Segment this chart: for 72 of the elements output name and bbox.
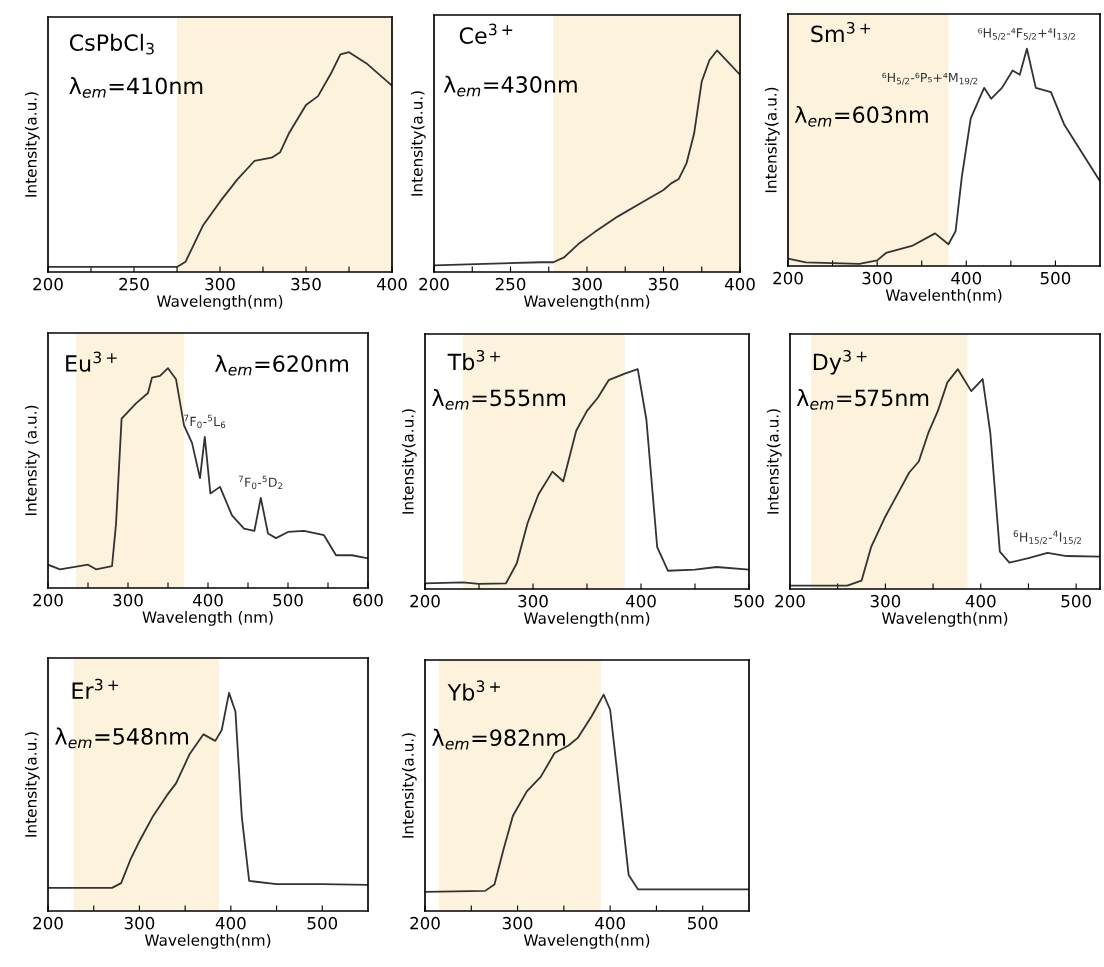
text: λ$_{em}$=982nm: [432, 728, 566, 750]
chart-title: Ce$^{3+}$: [459, 23, 513, 44]
x-axis-title: Wavelength(nm): [523, 934, 650, 949]
y-axis-title: Intensity (a.u.): [24, 405, 40, 516]
annotation: ⁶H$_{5/2}$-⁶P₅+⁴M$_{19/2}$: [882, 72, 978, 85]
chart-subtitle: λ$_{em}$=620nm: [215, 354, 348, 376]
y-axis-title: Intensity(a.u.): [24, 732, 40, 837]
chart-title: Tb$^{3+}$: [447, 349, 500, 371]
x-tick-label: 300: [572, 277, 602, 291]
x-tick-label: 500: [1040, 271, 1071, 285]
y-axis-title: Intensity(a.u.): [764, 87, 780, 193]
x-tick-label: 200: [419, 277, 449, 291]
x-tick-label: 300: [870, 594, 901, 608]
chart-title: Sm$^{3+}$: [811, 21, 871, 43]
x-tick-label: 400: [965, 594, 996, 608]
chart-title: CsPbCl$_{3}$: [69, 33, 154, 55]
x-tick-label: 300: [518, 594, 548, 608]
x-tick-label: 200: [410, 594, 440, 608]
text: λ$_{em}$=548nm: [55, 727, 188, 749]
annotation: $^{7}$F$_{0}$-$^{5}$L$_{6}$: [184, 414, 226, 429]
x-tick-label: 400: [951, 271, 982, 285]
x-tick-label: 500: [734, 594, 764, 608]
x-tick-label: 250: [495, 277, 526, 291]
x-tick-label: 200: [773, 271, 803, 285]
text: λ$_{em}$=555nm: [432, 388, 566, 410]
chart-title: Dy$^{3+}$: [813, 349, 867, 375]
x-tick-label: 350: [291, 277, 321, 291]
x-tick-label: 500: [307, 916, 338, 930]
x-axis-title: Wavelength(nm): [523, 295, 650, 310]
x-tick-label: 200: [410, 916, 440, 930]
x-axis-title: Wavelength(nm): [523, 612, 650, 627]
x-tick-label: 200: [33, 277, 63, 291]
x-tick-label: 500: [688, 916, 718, 930]
x-axis-title: Wavelenth(nm): [885, 289, 1002, 303]
x-tick-label: 300: [205, 277, 235, 291]
y-axis-title: Intensity(a.u.): [766, 409, 782, 514]
annotation: $^{7}$F$_{0}$-$^{5}$D$_{2}$: [238, 475, 283, 490]
x-tick-label: 500: [273, 593, 303, 607]
x-tick-label: 300: [113, 593, 143, 607]
text: λ$_{em}$=603nm: [794, 105, 928, 127]
x-tick-label: 400: [724, 277, 755, 291]
x-tick-label: 200: [775, 594, 805, 608]
chart-title: Yb$^{3+}$: [447, 680, 500, 701]
annotation: $^{6}$H$_{15/2}$-$^{4}$I$_{15/2}$: [1013, 530, 1081, 545]
x-tick-label: 400: [376, 277, 407, 291]
x-tick-label: 500: [1061, 594, 1091, 608]
chart-title: Eu$^{3+}$: [66, 351, 117, 372]
text: λ$_{em}$=575nm: [796, 388, 929, 410]
y-axis-title: Intensity(a.u.): [401, 733, 417, 838]
x-tick-label: 400: [215, 916, 246, 930]
x-tick-label: 200: [33, 593, 63, 607]
x-axis-title: Wavelength (nm): [142, 611, 273, 626]
x-tick-label: 250: [119, 277, 149, 291]
annotation: ⁶H$_{5/2}$-⁴F$_{5/2}$+⁴I$_{13/2}$: [978, 28, 1075, 41]
text: λ$_{em}$=410nm: [69, 77, 203, 98]
x-tick-label: 400: [192, 593, 223, 607]
x-axis-title: Wavelength(nm): [881, 612, 1008, 627]
x-axis-title: Wavelength(nm): [156, 295, 283, 310]
text: λ$_{em}$=430nm: [443, 75, 577, 97]
x-tick-label: 600: [353, 593, 383, 607]
x-tick-label: 300: [502, 916, 533, 930]
x-tick-label: 200: [33, 916, 63, 930]
x-tick-label: 350: [648, 277, 679, 291]
y-axis-title: Intensity(a.u.): [401, 409, 417, 514]
x-tick-label: 300: [124, 916, 155, 930]
x-tick-label: 400: [625, 594, 656, 608]
chart-title: Er$^{3+}$: [72, 678, 119, 699]
x-axis-title: Wavelength(nm): [144, 934, 271, 949]
y-axis-title: Intensity(a.u.): [24, 92, 40, 197]
y-axis-title: Intensity(a.u.): [410, 91, 426, 196]
x-tick-label: 300: [862, 271, 892, 285]
x-tick-label: 400: [595, 916, 625, 930]
